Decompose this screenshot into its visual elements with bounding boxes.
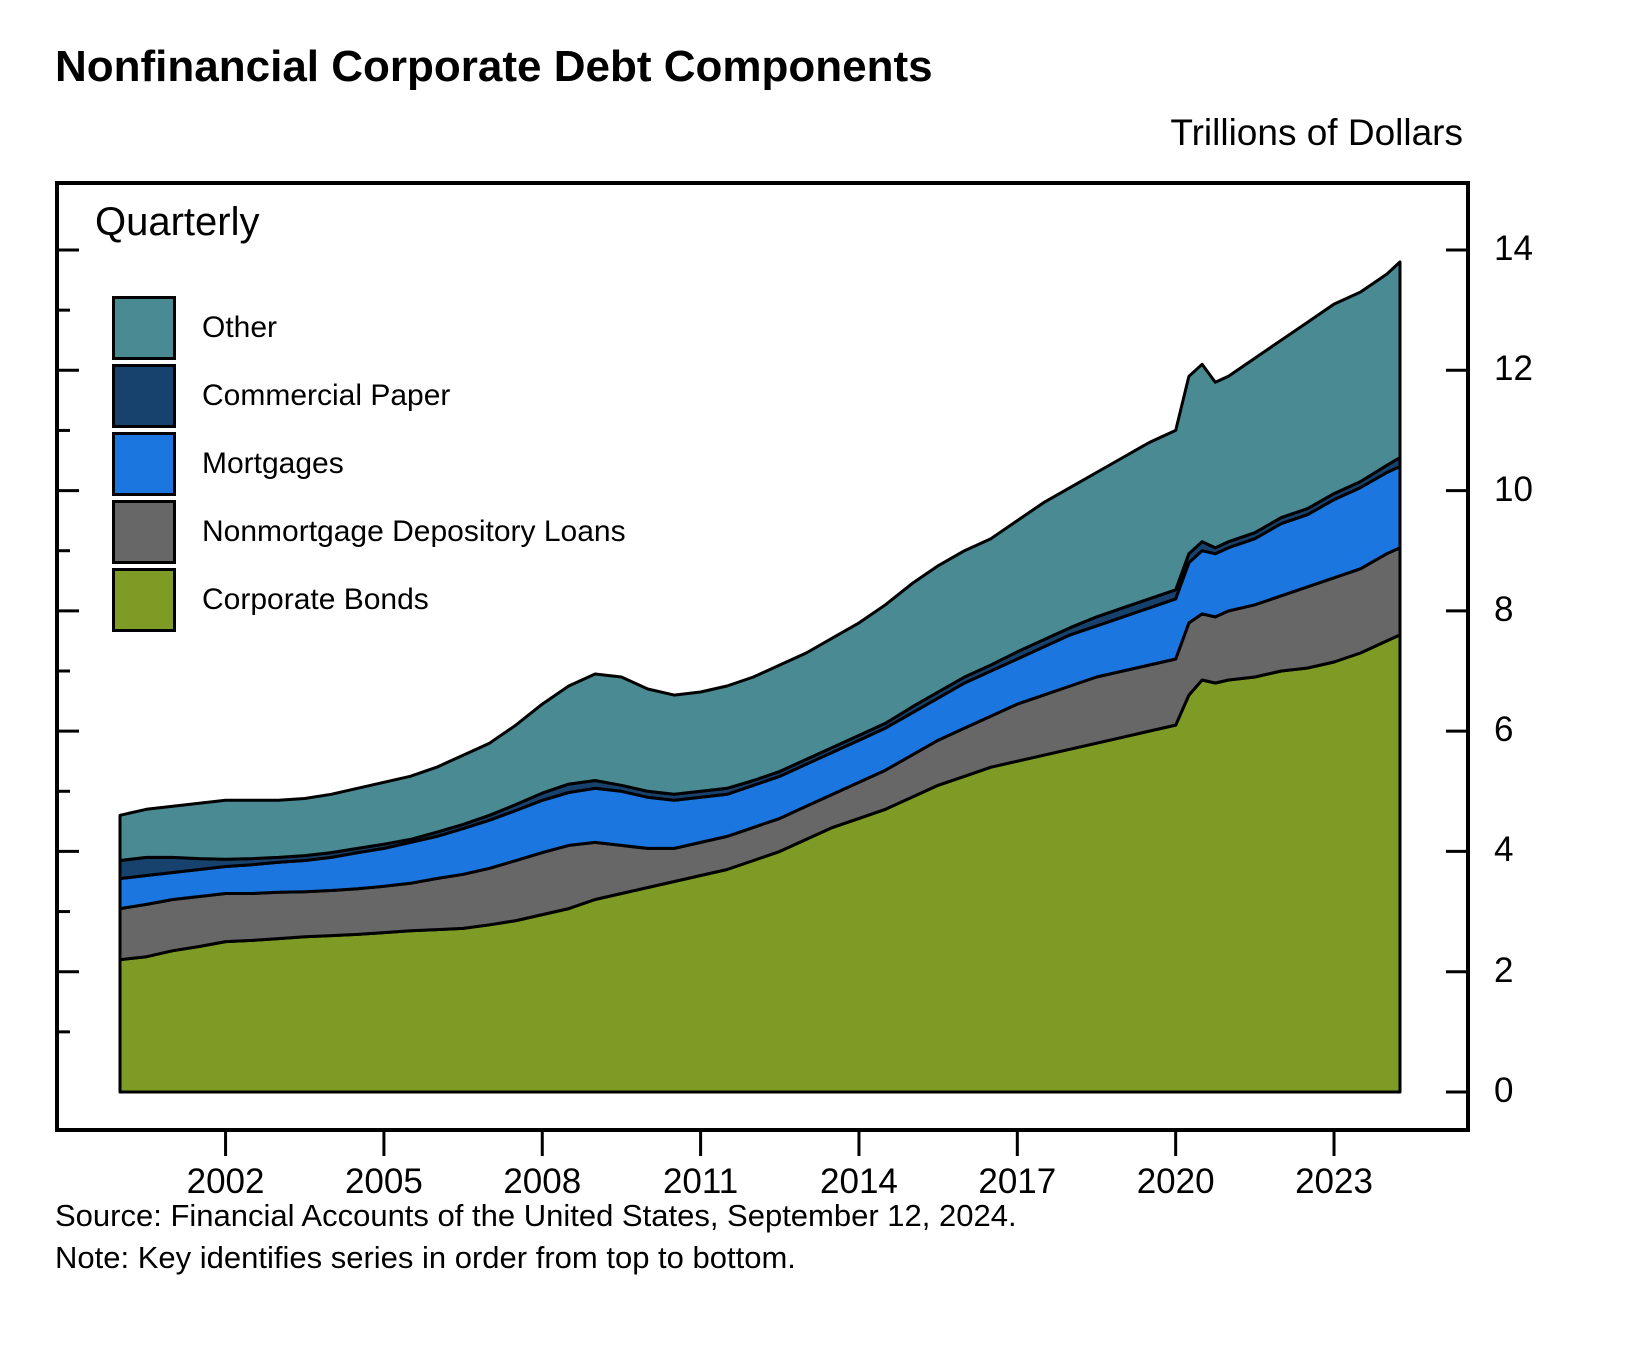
legend-label: Nonmortgage Depository Loans (202, 515, 626, 548)
legend: Other Commercial Paper Mortgages Nonmortgag… (112, 296, 626, 632)
y-axis-label: 8 (1494, 589, 1514, 629)
x-axis-label: 2017 (978, 1162, 1057, 1201)
y-axis-label: 12 (1494, 349, 1533, 389)
x-axis-label: 2011 (662, 1162, 739, 1201)
legend-item-nonmortgage-depository-loans: Nonmortgage Depository Loans (112, 500, 626, 564)
y-axis-units-label: Trillions of Dollars (1170, 112, 1463, 153)
legend-swatch-commercial-paper (112, 364, 176, 428)
x-axis-label: 2023 (1295, 1162, 1373, 1201)
legend-swatch-mortgages (112, 432, 176, 496)
legend-item-other: Other (112, 296, 626, 360)
y-axis-label: 0 (1494, 1071, 1514, 1110)
legend-swatch-other (112, 296, 176, 360)
legend-item-mortgages: Mortgages (112, 432, 626, 496)
x-axis-label: 2002 (186, 1162, 265, 1201)
legend-item-corporate-bonds: Corporate Bonds (112, 568, 626, 632)
legend-label: Other (202, 311, 278, 344)
x-axis-label: 2014 (820, 1162, 898, 1201)
x-axis-label: 2020 (1136, 1162, 1215, 1201)
legend-label: Commercial Paper (202, 379, 451, 412)
y-axis-label: 10 (1494, 469, 1533, 509)
x-axis-label: 2008 (503, 1162, 582, 1201)
order-note: Note: Key identifies series in order fro… (55, 1240, 796, 1275)
y-axis-label: 2 (1494, 950, 1514, 990)
legend-label: Corporate Bonds (202, 583, 429, 616)
legend-label: Mortgages (202, 447, 344, 480)
y-axis-label: 4 (1494, 830, 1514, 870)
legend-swatch-corporate-bonds (112, 568, 176, 632)
area-other (118, 260, 1402, 862)
y-axis-label: 6 (1494, 710, 1514, 750)
frequency-label: Quarterly (95, 200, 260, 244)
y-axis-label: 14 (1494, 229, 1533, 268)
plot-frame (55, 181, 1470, 1132)
legend-item-commercial-paper: Commercial Paper (112, 364, 626, 428)
source-note: Source: Financial Accounts of the United… (55, 1198, 1017, 1233)
chart-title: Nonfinancial Corporate Debt Components (55, 42, 933, 91)
x-axis-label: 2005 (344, 1162, 423, 1201)
legend-swatch-nonmortgage-depository-loans (112, 500, 176, 564)
